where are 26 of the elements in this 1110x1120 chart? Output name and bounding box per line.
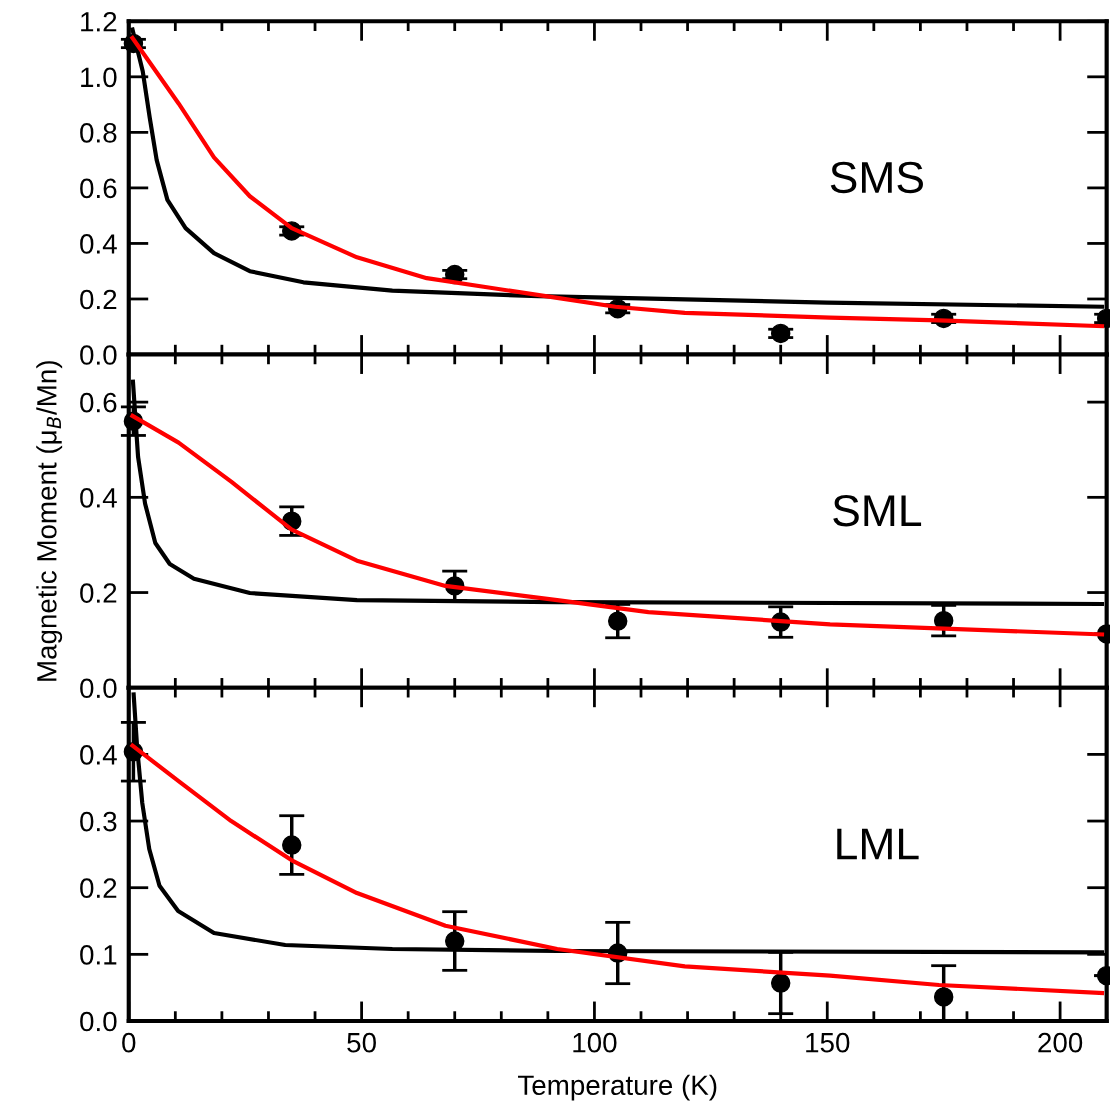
y-tick-label: 0.0	[80, 345, 117, 365]
y-tick-label: 0.1	[80, 945, 117, 965]
y-axis-title: Magnetic Moment (μ$_{B}$/Mn)	[36, 361, 63, 681]
annotation: SML	[833, 494, 922, 527]
y-tick-label: 0.3	[80, 811, 117, 832]
y-tick-label: 1.2	[81, 11, 117, 32]
x-tick-label: 100	[573, 1032, 617, 1053]
y-tick-label: 0.0	[80, 1011, 117, 1032]
y-tick-label: 0.0	[80, 678, 117, 699]
y-tick-label: 1.0	[81, 67, 117, 88]
x-tick-label: 150	[806, 1032, 850, 1053]
x-tick-label: 200	[1038, 1032, 1083, 1053]
y-tick-label: 0.2	[80, 583, 117, 603]
x-tick-label: 0	[122, 1032, 136, 1053]
annotation: SMS	[830, 161, 923, 194]
y-tick-label: 0.2	[80, 878, 117, 899]
y-tick-label: 0.4	[80, 488, 117, 508]
x-tick-label: 50	[347, 1032, 376, 1053]
y-tick-label: 0.8	[80, 123, 117, 143]
y-tick-label: 0.2	[80, 289, 117, 310]
y-tick-label: 0.6	[80, 392, 117, 413]
y-tick-label: 0.6	[80, 178, 117, 199]
annotation: LML	[837, 828, 919, 860]
x-axis-title: Temperature (K)	[518, 1074, 717, 1101]
y-tick-label: 0.4	[80, 745, 117, 765]
y-tick-label: 0.4	[80, 234, 117, 254]
